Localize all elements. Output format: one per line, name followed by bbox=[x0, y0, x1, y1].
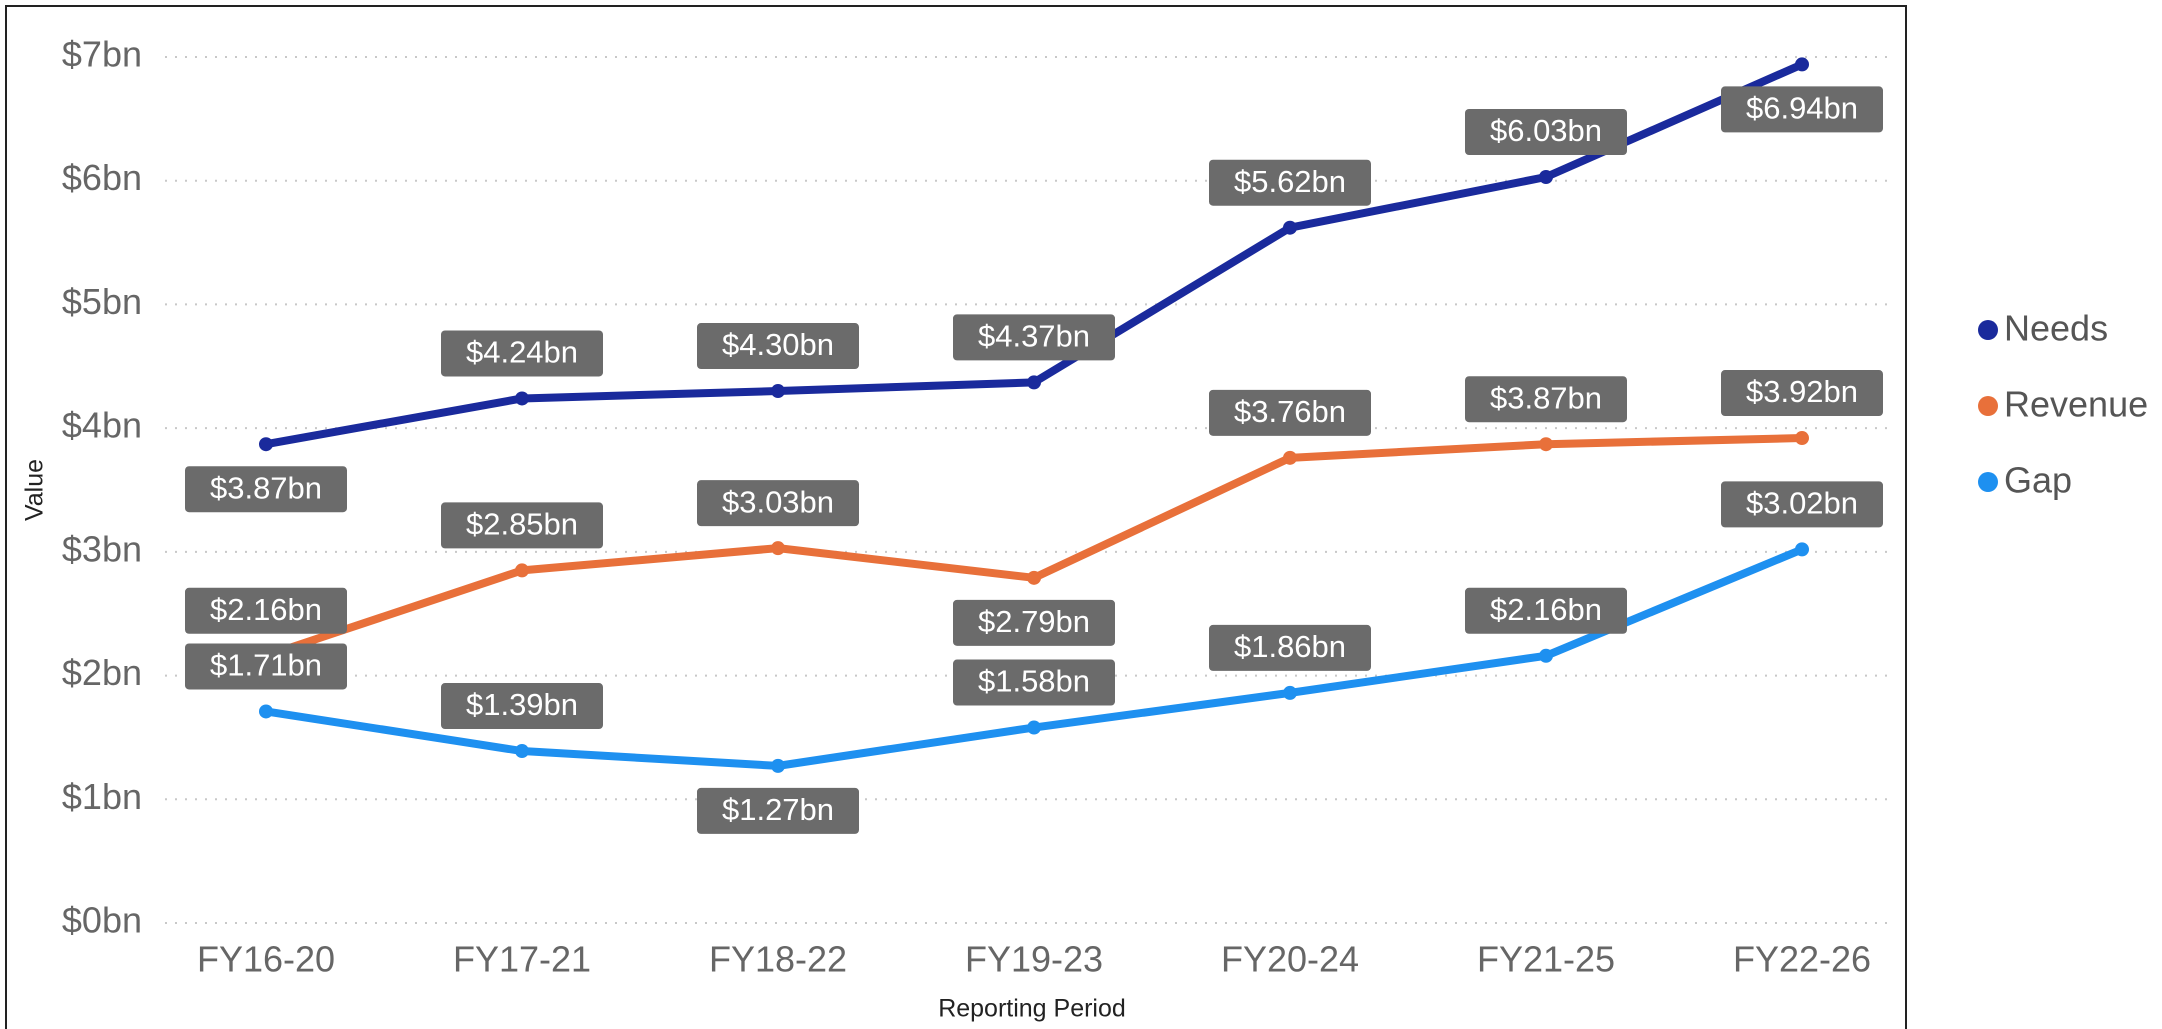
x-tick-label: FY22-26 bbox=[1733, 939, 1871, 980]
y-tick-label: $5bn bbox=[62, 281, 142, 322]
value-label-box bbox=[1721, 481, 1883, 528]
value-label: $4.24bn bbox=[466, 335, 578, 370]
value-label: $3.02bn bbox=[1746, 486, 1858, 521]
value-label: $2.79bn bbox=[978, 604, 1090, 639]
value-label-box bbox=[185, 643, 347, 690]
marker bbox=[259, 704, 273, 719]
y-tick-label: $2bn bbox=[62, 652, 142, 693]
value-label: $1.58bn bbox=[978, 664, 1090, 699]
x-axis-title: Reporting Period bbox=[938, 995, 1126, 1023]
legend-label: Needs bbox=[2004, 308, 2108, 349]
marker bbox=[1539, 170, 1553, 185]
value-label: $2.16bn bbox=[210, 592, 322, 627]
value-label-box bbox=[441, 502, 603, 549]
value-label-box bbox=[1465, 109, 1627, 156]
y-tick-label: $4bn bbox=[62, 405, 142, 446]
x-tick-label: FY16-20 bbox=[197, 939, 335, 980]
marker bbox=[1283, 220, 1297, 235]
marker bbox=[771, 384, 785, 399]
y-tick-label: $6bn bbox=[62, 157, 142, 198]
legend-marker bbox=[1978, 472, 1998, 492]
y-tick-label: $3bn bbox=[62, 528, 142, 569]
y-tick-label: $7bn bbox=[62, 34, 142, 75]
value-label: $2.16bn bbox=[1490, 592, 1602, 627]
marker bbox=[1283, 685, 1297, 700]
x-tick-label: FY17-21 bbox=[453, 939, 591, 980]
value-label: $4.30bn bbox=[722, 327, 834, 362]
marker bbox=[1539, 648, 1553, 663]
value-label: $6.94bn bbox=[1746, 91, 1858, 126]
marker bbox=[1539, 437, 1553, 452]
value-label-box bbox=[953, 599, 1115, 646]
frame bbox=[5, 5, 1907, 1029]
value-label-box bbox=[185, 466, 347, 513]
marker bbox=[1027, 570, 1041, 585]
value-label: $1.71bn bbox=[210, 648, 322, 683]
legend-label: Revenue bbox=[2004, 384, 2148, 425]
value-label: $3.03bn bbox=[722, 484, 834, 519]
value-label-box bbox=[1721, 86, 1883, 133]
y-tick-label: $0bn bbox=[62, 900, 142, 941]
marker bbox=[1283, 450, 1297, 465]
x-tick-label: FY20-24 bbox=[1221, 939, 1359, 980]
value-label: $3.76bn bbox=[1234, 394, 1346, 429]
marker bbox=[259, 437, 273, 452]
y-tick-label: $1bn bbox=[62, 776, 142, 817]
value-label: $6.03bn bbox=[1490, 113, 1602, 148]
marker bbox=[1027, 720, 1041, 735]
value-label: $3.87bn bbox=[210, 470, 322, 505]
value-label-box bbox=[1209, 624, 1371, 671]
value-label-box bbox=[697, 787, 859, 834]
value-label-box bbox=[697, 480, 859, 527]
value-label-box bbox=[441, 330, 603, 377]
marker bbox=[1795, 542, 1809, 557]
value-label: $4.37bn bbox=[978, 319, 1090, 354]
value-label: $5.62bn bbox=[1234, 164, 1346, 199]
legend-label: Gap bbox=[2004, 460, 2072, 501]
value-label-box bbox=[185, 587, 347, 634]
legend-marker bbox=[1978, 320, 1998, 340]
marker bbox=[1027, 375, 1041, 390]
value-label-box bbox=[1465, 587, 1627, 634]
value-label-box bbox=[953, 314, 1115, 361]
marker bbox=[1795, 431, 1809, 446]
marker bbox=[515, 563, 529, 578]
value-label-box bbox=[1465, 376, 1627, 423]
value-label-box bbox=[1209, 159, 1371, 206]
value-label: $3.87bn bbox=[1490, 380, 1602, 415]
value-label: $1.39bn bbox=[466, 687, 578, 722]
value-label: $2.85bn bbox=[466, 507, 578, 542]
legend-marker bbox=[1978, 396, 1998, 416]
value-label-box bbox=[1209, 389, 1371, 436]
marker bbox=[515, 744, 529, 759]
value-label-box bbox=[697, 323, 859, 370]
marker bbox=[771, 758, 785, 773]
value-label: $1.86bn bbox=[1234, 629, 1346, 664]
value-label: $1.27bn bbox=[722, 792, 834, 827]
x-tick-label: FY21-25 bbox=[1477, 939, 1615, 980]
value-label-box bbox=[953, 659, 1115, 706]
y-axis-title: Value bbox=[21, 459, 49, 521]
marker bbox=[771, 541, 785, 556]
marker bbox=[515, 391, 529, 406]
value-label: $3.92bn bbox=[1746, 374, 1858, 409]
x-tick-label: FY18-22 bbox=[709, 939, 847, 980]
value-label-box bbox=[1721, 370, 1883, 417]
value-label-box bbox=[441, 683, 603, 730]
x-tick-label: FY19-23 bbox=[965, 939, 1103, 980]
marker bbox=[1795, 57, 1809, 72]
